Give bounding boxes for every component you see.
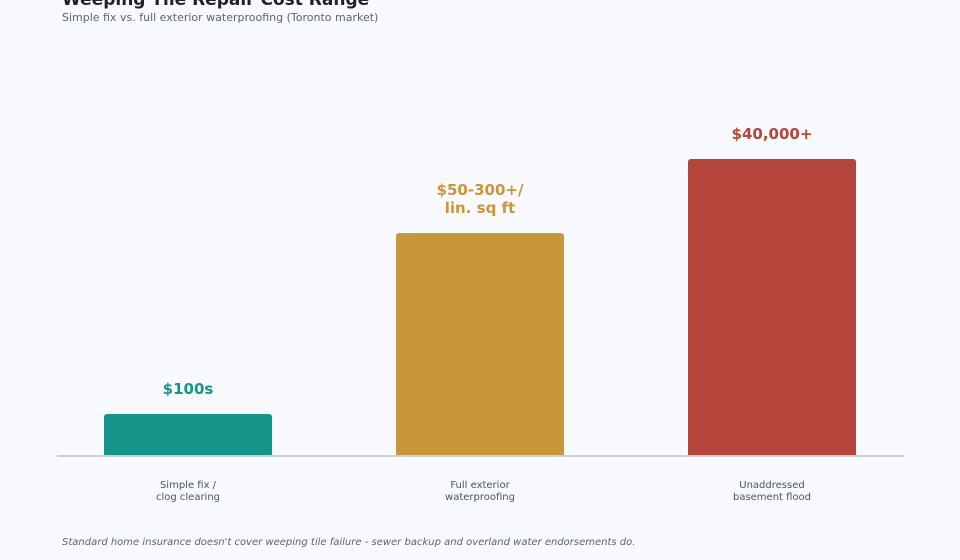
value-label-2-line-2: lin. sq ft	[445, 199, 515, 217]
category-label-3-line-1: Unaddressed	[739, 480, 804, 491]
category-label-2-line-1: Full exterior	[450, 480, 510, 491]
chart-footnote: Standard home insurance doesn't cover we…	[62, 537, 636, 548]
value-label-1-line-1: $100s	[163, 380, 214, 398]
value-label-2-line-1: $50-300+/	[437, 181, 524, 199]
category-label-1-line-1: Simple fix /	[160, 480, 217, 491]
bar-2	[396, 233, 564, 457]
value-label-3-line-1: $40,000+	[732, 125, 813, 143]
bar-3	[688, 159, 856, 457]
bar-1	[104, 414, 272, 457]
category-label-2-line-2: waterproofing	[445, 492, 515, 503]
category-label-3-line-2: basement flood	[733, 492, 811, 503]
category-label-1-line-2: clog clearing	[156, 492, 220, 503]
chart-subtitle: Simple fix vs. full exterior waterproofi…	[62, 11, 379, 24]
chart-title: Weeping Tile Repair Cost Range	[62, 0, 370, 10]
